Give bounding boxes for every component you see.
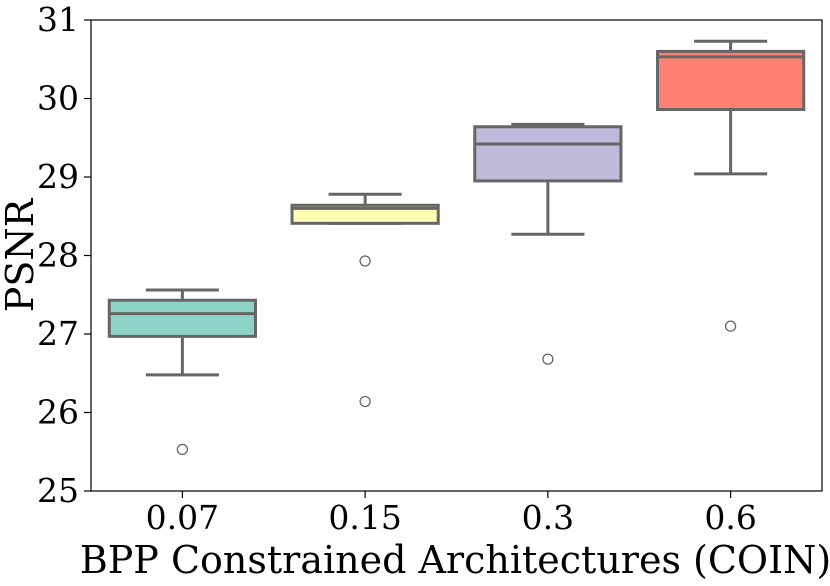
box-group-0.15: [290, 192, 440, 408]
y-axis: 25 26 27 28 29 30 31: [37, 0, 91, 510]
x-tick-label: 0.07: [146, 498, 219, 537]
x-axis: 0.07 0.15 0.3 0.6: [146, 491, 757, 537]
y-tick-label: 26: [37, 393, 79, 432]
box-group-0.3: [473, 122, 623, 365]
y-axis-title: PSNR: [0, 197, 42, 312]
plot-area: [90, 19, 823, 492]
y-tick-label: 25: [37, 471, 79, 510]
box-iqr: [473, 125, 623, 183]
y-tick-label: 31: [37, 0, 79, 39]
x-tick-label: 0.6: [704, 498, 756, 537]
outlier-point: [724, 320, 737, 332]
outlier-point: [176, 443, 189, 456]
outlier-point: [359, 395, 371, 408]
box-iqr: [656, 49, 806, 111]
y-tick-label: 29: [37, 157, 79, 196]
y-tick-label: 30: [37, 79, 79, 118]
box-group-0.07: [107, 288, 257, 456]
y-tick-label: 27: [37, 314, 79, 353]
y-tick-label: 28: [37, 236, 79, 275]
x-tick-label: 0.3: [522, 498, 574, 537]
x-axis-title: BPP Constrained Architectures (COIN): [80, 538, 830, 582]
x-tick-label: 0.15: [328, 498, 401, 537]
box-iqr: [107, 298, 257, 338]
outlier-point: [542, 353, 554, 365]
box-group-0.6: [656, 39, 806, 332]
outlier-point: [359, 255, 371, 267]
